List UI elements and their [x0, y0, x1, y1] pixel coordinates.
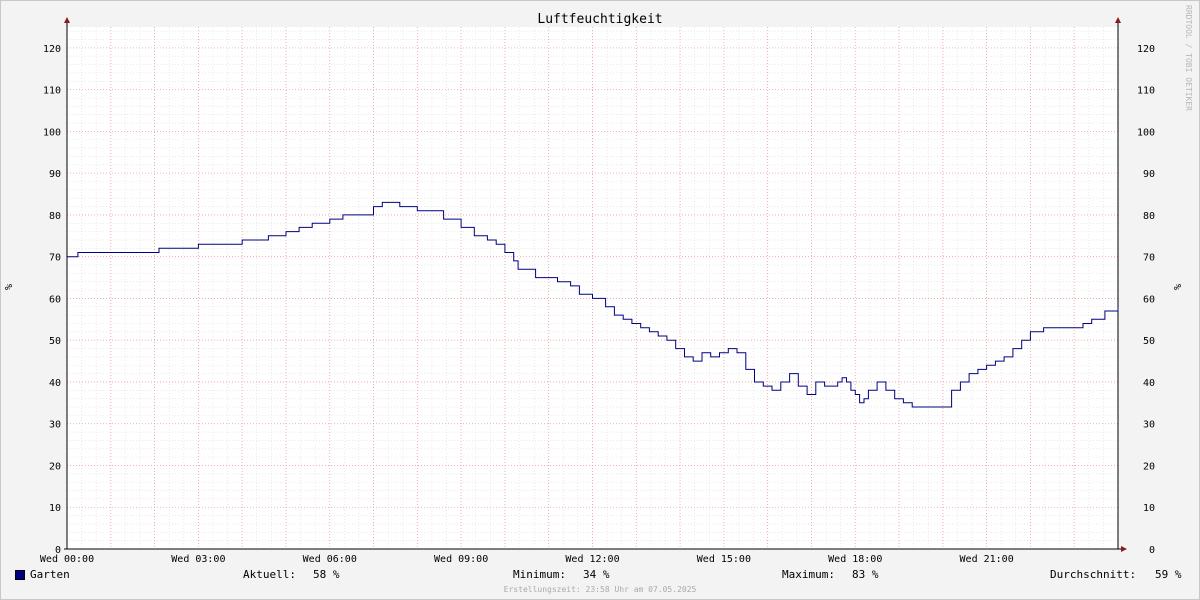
legend-row: Garten Aktuell: 58 % Minimum: 34 % Maxim… [0, 568, 1200, 584]
y-tick-label-left: 60 [49, 294, 61, 305]
y-tick-label-left: 30 [49, 420, 61, 431]
series-layer [66, 201, 1119, 408]
x-tick-label: Wed 00:00 [40, 554, 94, 565]
legend-min-value: 34 % [583, 568, 610, 581]
y-axis-arrow-right [1115, 17, 1121, 23]
y-tick-label-right: 0 [1149, 545, 1155, 556]
x-tick-label: Wed 06:00 [303, 554, 357, 565]
legend-series-name: Garten [30, 568, 70, 581]
legend-current-label: Aktuell: [243, 568, 296, 581]
y-tick-label-right: 20 [1143, 461, 1155, 472]
y-tick-label-right: 100 [1137, 127, 1155, 138]
y-tick-label-right: 50 [1143, 336, 1155, 347]
y-tick-label-right: 80 [1143, 211, 1155, 222]
y-tick-label-left: 80 [49, 211, 61, 222]
y-tick-label-left: 100 [43, 127, 61, 138]
chart-title: Luftfeuchtigkeit [537, 12, 662, 27]
rrdtool-watermark: RRDTOOL / TOBI OETIKER [1184, 5, 1193, 111]
y-tick-label-right: 10 [1143, 503, 1155, 514]
legend-max-label: Maximum: [782, 568, 835, 581]
x-tick-label: Wed 09:00 [434, 554, 488, 565]
x-axis-arrow [1121, 546, 1127, 552]
y-tick-label-right: 30 [1143, 420, 1155, 431]
y-tick-label-left: 90 [49, 169, 61, 180]
axes [64, 17, 1127, 552]
legend-current-value: 58 % [313, 568, 340, 581]
series-line-garten [67, 201, 1119, 408]
y-tick-label-right: 90 [1143, 169, 1155, 180]
y-tick-label-right: 70 [1143, 253, 1155, 264]
y-tick-label-left: 120 [43, 44, 61, 55]
y-tick-label-right: 110 [1137, 86, 1155, 97]
y-tick-label-left: 50 [49, 336, 61, 347]
y-axis-label-left: % [4, 284, 15, 290]
x-tick-label: Wed 03:00 [171, 554, 225, 565]
y-tick-label-right: 40 [1143, 378, 1155, 389]
y-tick-label-left: 20 [49, 461, 61, 472]
legend-max-value: 83 % [852, 568, 879, 581]
y-axis-label-right: % [1173, 284, 1184, 290]
legend-min-label: Minimum: [513, 568, 566, 581]
y-tick-label-left: 0 [55, 545, 61, 556]
y-tick-label-left: 70 [49, 253, 61, 264]
legend-avg-label: Durchschnitt: [1050, 568, 1137, 581]
tick-labels: 0 0 10 10 20 20 30 30 40 40 50 50 60 60 70 70 80 80 90 90 10… [40, 44, 1155, 565]
x-tick-label: Wed 21:00 [960, 554, 1014, 565]
legend-swatch [15, 570, 25, 580]
y-tick-label-right: 60 [1143, 294, 1155, 305]
y-tick-label-left: 110 [43, 86, 61, 97]
y-tick-label-left: 40 [49, 378, 61, 389]
y-axis-arrow-left [64, 17, 70, 23]
creation-time: Erstellungszeit: 23:58 Uhr am 07.05.2025 [503, 585, 697, 594]
grid-lines [66, 27, 1119, 550]
legend-avg-value: 59 % [1155, 568, 1182, 581]
y-tick-label-left: 10 [49, 503, 61, 514]
x-tick-label: Wed 12:00 [565, 554, 619, 565]
x-tick-label: Wed 18:00 [828, 554, 882, 565]
x-tick-label: Wed 15:00 [697, 554, 751, 565]
y-tick-label-right: 120 [1137, 44, 1155, 55]
